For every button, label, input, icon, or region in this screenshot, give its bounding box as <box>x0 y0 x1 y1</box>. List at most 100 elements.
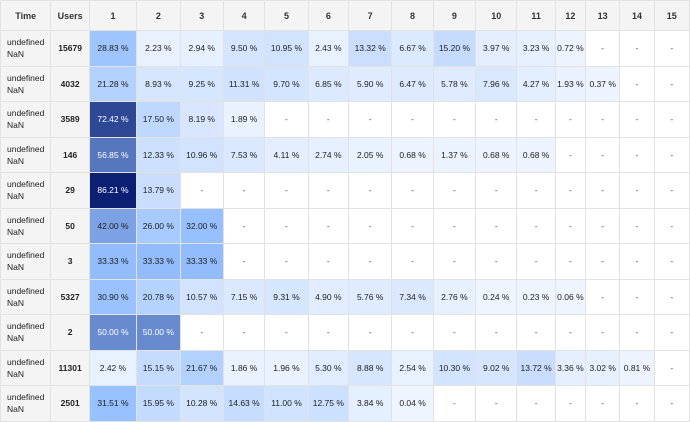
retention-cell: 10.57 % <box>179 278 224 315</box>
retention-cell: - <box>475 172 518 209</box>
retention-cell: 3.36 % <box>554 349 587 386</box>
column-header-period-1: 1 <box>88 0 138 31</box>
retention-cell: - <box>347 243 393 280</box>
column-header-period-12: 12 <box>554 0 587 31</box>
retention-cell: - <box>475 101 518 138</box>
retention-cell: - <box>653 30 690 67</box>
time-cell: undefined NaN <box>0 101 52 138</box>
users-cell: 5327 <box>50 278 90 315</box>
retention-cell: - <box>516 243 556 280</box>
retention-cell: 15.95 % <box>136 385 181 422</box>
retention-cell: - <box>179 314 224 351</box>
table-row: undefined NaN 5327 30.90 % 20.78 % 10.57 % 7.1… <box>0 278 690 315</box>
time-cell: undefined NaN <box>0 172 52 209</box>
retention-cell: - <box>475 385 518 422</box>
retention-cell: - <box>307 172 350 209</box>
time-value: NaN <box>7 297 25 308</box>
retention-cell: - <box>619 314 655 351</box>
time-label: undefined <box>7 37 45 48</box>
column-header-period-10: 10 <box>475 0 518 31</box>
retention-cell: - <box>554 385 587 422</box>
retention-cell: - <box>619 101 655 138</box>
retention-cell: - <box>619 243 655 280</box>
retention-cell: 3.84 % <box>347 385 393 422</box>
retention-cell: 1.89 % <box>222 101 266 138</box>
retention-cell: 9.02 % <box>475 349 518 386</box>
retention-cell: - <box>307 207 350 244</box>
time-value: NaN <box>7 226 25 237</box>
retention-cell: - <box>264 101 309 138</box>
column-header-period-8: 8 <box>391 0 434 31</box>
retention-cell: - <box>554 136 587 173</box>
table-body: undefined NaN 15679 28.83 % 2.23 % 2.94 % 9.50… <box>0 30 690 422</box>
retention-cell: 7.15 % <box>222 278 266 315</box>
retention-cell: - <box>391 101 434 138</box>
header-row: Time Users 1 2 3 4 5 6 7 8 9 10 11 12 13 14 15 <box>0 0 690 31</box>
users-cell: 29 <box>50 172 90 209</box>
retention-cell: - <box>619 385 655 422</box>
table-row: undefined NaN 2501 31.51 % 15.95 % 10.28 % 14.… <box>0 385 690 422</box>
retention-cell: 10.95 % <box>264 30 309 67</box>
retention-cell: - <box>585 101 621 138</box>
users-cell: 3589 <box>50 101 90 138</box>
retention-cell: - <box>391 207 434 244</box>
retention-cell: - <box>619 172 655 209</box>
retention-cell: 1.86 % <box>222 349 266 386</box>
retention-cell: 32.00 % <box>179 207 224 244</box>
time-cell: undefined NaN <box>0 314 52 351</box>
retention-cell: - <box>432 314 477 351</box>
retention-cell: 9.25 % <box>179 65 224 102</box>
retention-cell: 0.81 % <box>619 349 655 386</box>
retention-cell: - <box>222 314 266 351</box>
table-row: undefined NaN 146 56.85 % 12.33 % 10.96 % 7.53… <box>0 136 690 173</box>
retention-cell: - <box>653 207 690 244</box>
column-header-period-4: 4 <box>222 0 266 31</box>
retention-cell: - <box>554 314 587 351</box>
retention-cell: - <box>475 314 518 351</box>
retention-cell: - <box>585 30 621 67</box>
time-label: undefined <box>7 179 45 190</box>
time-cell: undefined NaN <box>0 385 52 422</box>
retention-cell: 7.96 % <box>475 65 518 102</box>
retention-cell: 9.70 % <box>264 65 309 102</box>
column-header-period-2: 2 <box>136 0 181 31</box>
time-cell: undefined NaN <box>0 243 52 280</box>
time-label: undefined <box>7 356 45 367</box>
retention-cell: - <box>554 172 587 209</box>
retention-cell: - <box>307 314 350 351</box>
retention-cell: 42.00 % <box>88 207 138 244</box>
retention-cell: - <box>347 172 393 209</box>
retention-cell: - <box>653 136 690 173</box>
table-row: undefined NaN 29 86.21 % 13.79 % - - - - - - - - - - - -… <box>0 172 690 209</box>
retention-cell: 0.24 % <box>475 278 518 315</box>
retention-cell: - <box>516 314 556 351</box>
retention-cell: 3.02 % <box>585 349 621 386</box>
retention-cell: - <box>391 314 434 351</box>
retention-cell: - <box>432 243 477 280</box>
retention-cell: 10.28 % <box>179 385 224 422</box>
retention-cell: 13.72 % <box>516 349 556 386</box>
retention-cell: - <box>516 172 556 209</box>
users-cell: 11301 <box>50 349 90 386</box>
retention-cell: 12.33 % <box>136 136 181 173</box>
retention-cell: 3.97 % <box>475 30 518 67</box>
retention-cell: - <box>432 101 477 138</box>
users-cell: 15679 <box>50 30 90 67</box>
time-value: NaN <box>7 155 25 166</box>
retention-cell: - <box>619 65 655 102</box>
retention-cell: 20.78 % <box>136 278 181 315</box>
column-header-period-6: 6 <box>307 0 350 31</box>
time-value: NaN <box>7 404 25 415</box>
retention-cell: - <box>222 172 266 209</box>
retention-cell: - <box>554 243 587 280</box>
time-label: undefined <box>7 214 45 225</box>
table-row: undefined NaN 4032 21.28 % 8.93 % 9.25 % 11.31… <box>0 65 690 102</box>
table-row: undefined NaN 3589 72.42 % 17.50 % 8.19 % 1.89… <box>0 101 690 138</box>
users-cell: 4032 <box>50 65 90 102</box>
retention-cell: - <box>432 172 477 209</box>
retention-cell: 14.63 % <box>222 385 266 422</box>
retention-cell: - <box>653 278 690 315</box>
retention-cell: - <box>391 172 434 209</box>
retention-cell: - <box>619 30 655 67</box>
retention-cell: 5.90 % <box>347 65 393 102</box>
